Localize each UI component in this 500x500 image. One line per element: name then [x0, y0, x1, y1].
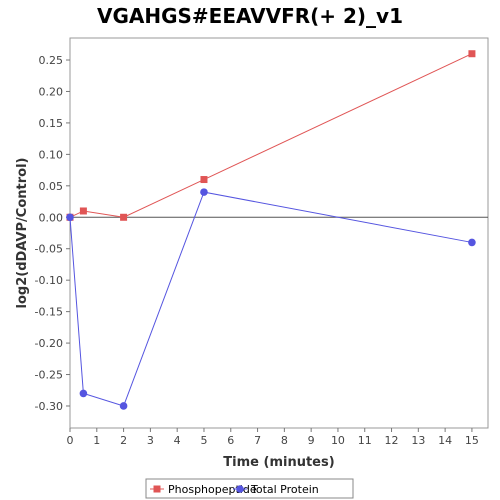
y-tick-label: 0.00	[39, 211, 64, 224]
x-tick-label: 13	[411, 434, 425, 447]
data-point-total-protein	[468, 238, 476, 247]
y-tick-label: 0.20	[39, 85, 64, 98]
x-tick-label: 12	[385, 434, 399, 447]
x-axis: 0 1 2 3 4 5 6 7 8 9 10 11 12 13 14 15	[67, 428, 479, 447]
y-tick-label: 0.10	[39, 148, 64, 161]
x-tick-label: 1	[93, 434, 100, 447]
legend-label-phosphopeptide: Phosphopeptide	[168, 483, 257, 496]
legend-marker-total-protein	[236, 485, 244, 493]
data-point-phosphopeptide	[468, 50, 476, 58]
x-tick-label: 3	[147, 434, 154, 447]
data-point-phosphopeptide	[200, 176, 208, 184]
x-tick-label: 6	[227, 434, 234, 447]
data-point-total-protein	[66, 213, 74, 222]
y-tick-label: -0.10	[35, 274, 63, 287]
data-point-total-protein	[79, 389, 88, 398]
x-tick-label: 14	[438, 434, 452, 447]
y-tick-label: -0.30	[35, 400, 63, 413]
x-tick-label: 9	[308, 434, 315, 447]
series-total-protein	[66, 188, 476, 410]
x-tick-label: 11	[358, 434, 372, 447]
x-tick-label: 0	[67, 434, 74, 447]
data-point-phosphopeptide	[79, 207, 87, 215]
legend-label-total-protein: Total Protein	[250, 483, 319, 496]
x-tick-label: 10	[331, 434, 345, 447]
y-axis-label: log2(dDAVP/Control)	[15, 158, 30, 309]
x-tick-label: 2	[120, 434, 127, 447]
y-tick-label: 0.25	[39, 54, 64, 67]
chart-title: VGAHGS#EEAVVFR(+ 2)_v1	[97, 4, 403, 28]
y-tick-label: -0.20	[35, 337, 63, 350]
legend-marker-phosphopeptide	[153, 485, 161, 493]
x-axis-label: Time (minutes)	[223, 455, 334, 470]
y-tick-label: 0.05	[39, 180, 64, 193]
x-tick-label: 8	[281, 434, 288, 447]
data-point-total-protein	[119, 402, 128, 410]
y-tick-label: 0.15	[39, 117, 64, 130]
y-tick-label: -0.25	[35, 369, 63, 382]
x-tick-label: 15	[465, 434, 479, 447]
data-point-total-protein	[200, 188, 208, 196]
y-tick-label: -0.05	[35, 243, 63, 256]
data-point-phosphopeptide	[120, 213, 128, 221]
legend-box	[145, 478, 354, 499]
x-tick-label: 7	[254, 434, 261, 447]
series-layer	[66, 50, 476, 410]
y-tick-label: -0.15	[35, 306, 63, 319]
plot-area	[69, 37, 489, 429]
x-tick-label: 4	[174, 434, 181, 447]
x-tick-label: 5	[200, 434, 207, 447]
y-axis: -0.30 -0.25 -0.20 -0.15 -0.10 -0.05 0.00 0.05 0.…	[35, 54, 70, 413]
